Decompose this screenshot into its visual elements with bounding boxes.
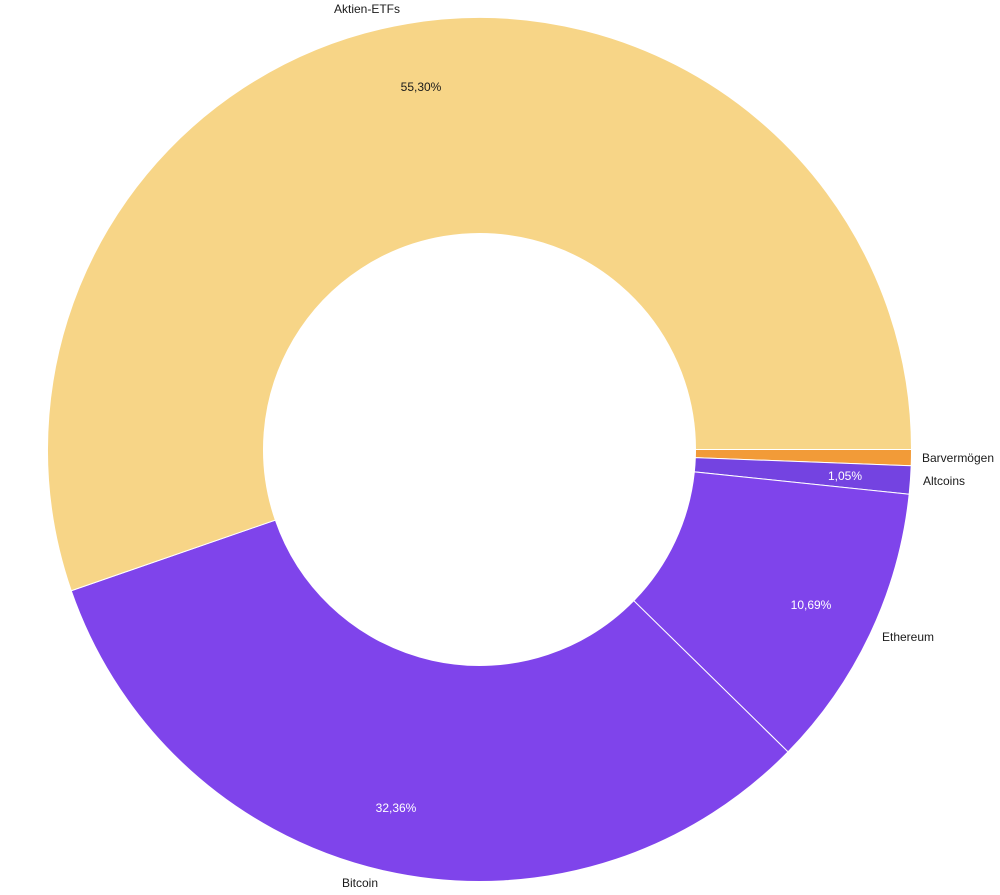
label-altcoins: Altcoins — [923, 474, 965, 488]
label-aktien-etfs: Aktien-ETFs — [334, 2, 400, 16]
slice-bitcoin[interactable] — [70, 519, 789, 882]
label-ethereum: Ethereum — [882, 630, 934, 644]
percent-aktien-etfs: 55,30% — [401, 80, 442, 94]
slice-aktien-etfs[interactable] — [47, 17, 913, 592]
percent-ethereum: 10,69% — [791, 598, 832, 612]
label-barverm-gen: Barvermögen — [922, 451, 994, 465]
label-bitcoin: Bitcoin — [342, 876, 378, 890]
percent-bitcoin: 32,36% — [376, 801, 417, 815]
slice-ethereum[interactable] — [633, 471, 910, 753]
percent-altcoins: 1,05% — [828, 469, 862, 483]
chart-labels: Barvermögen Altcoins 1,05% Ethereum 10,69% Bi… — [334, 2, 994, 890]
chart-slices — [47, 17, 913, 882]
